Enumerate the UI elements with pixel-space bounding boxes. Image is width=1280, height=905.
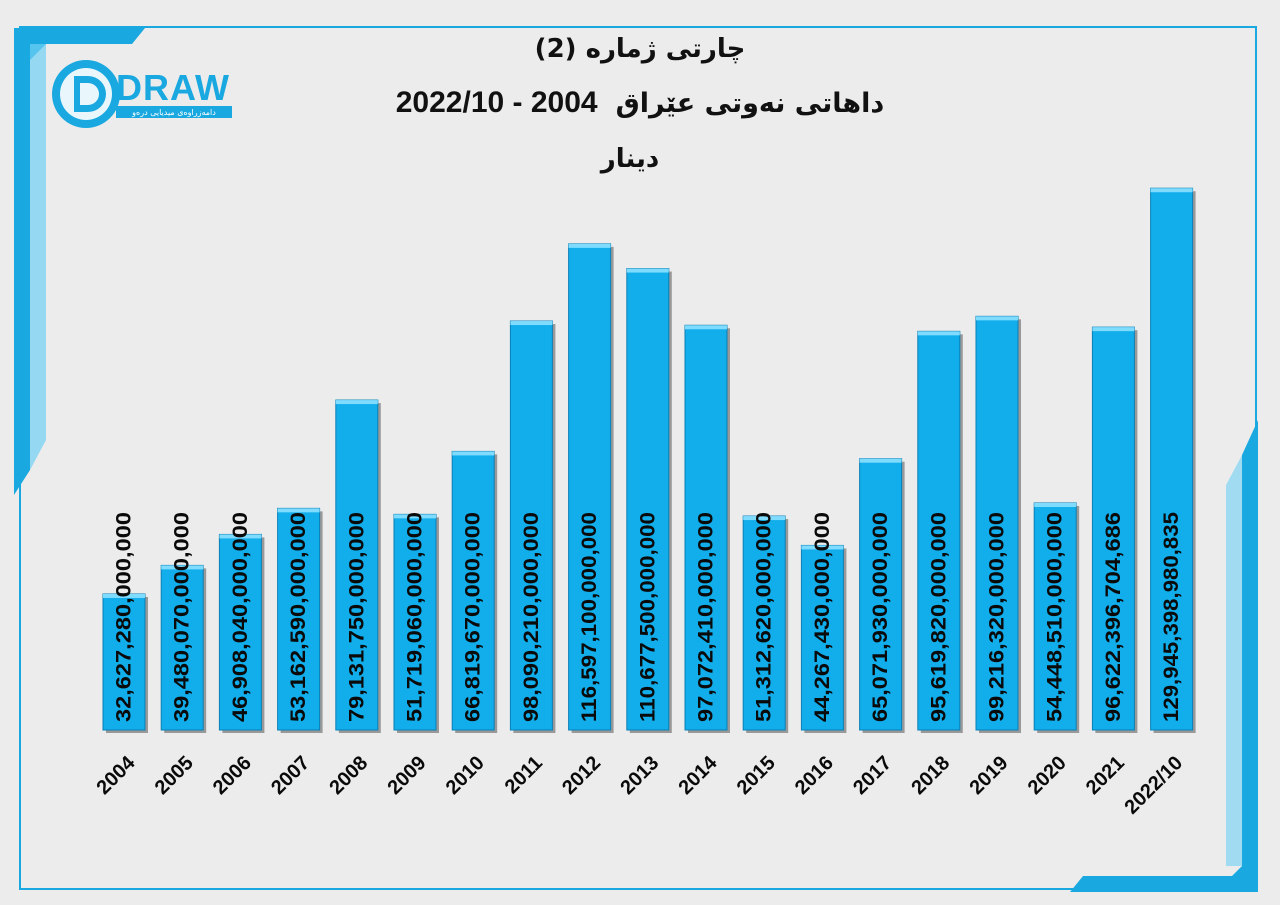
bar-highlight-2011 — [510, 321, 553, 326]
value-label-2014: 97,072,410,000,000 — [695, 512, 718, 722]
bar-highlight-2019 — [976, 316, 1018, 321]
bar-2006 — [218, 533, 262, 731]
bar-2019 — [975, 315, 1019, 731]
bar-2018 — [917, 330, 961, 731]
x-tick-label-2016: 2016 — [791, 752, 838, 799]
chart-subtitle: داهاتی نەوتی عێراق 2022/10 - 2004 — [300, 86, 980, 120]
value-label-2020: 54,448,510,000,000 — [1044, 512, 1067, 722]
bar-2022/10 — [1150, 187, 1194, 731]
x-tick-label-2007: 2007 — [267, 752, 314, 799]
x-tick-label-2004: 2004 — [93, 751, 141, 799]
x-tick-label-2020: 2020 — [1024, 752, 1071, 799]
bar-highlight-2007 — [277, 508, 320, 513]
bar-highlight-2021 — [1092, 327, 1135, 332]
bar-highlight-2005 — [161, 565, 204, 570]
value-label-2022/10: 129,945,398,980,835 — [1160, 512, 1183, 722]
value-label-2018: 95,619,820,000,000 — [927, 512, 950, 722]
bar-2007 — [277, 507, 321, 731]
value-label-2019: 99,216,320,000,000 — [986, 512, 1009, 722]
value-label-2008: 79,131,750,000,000 — [345, 512, 368, 722]
value-label-2016: 44,267,430,000,000 — [811, 512, 834, 722]
x-tick-label-2022/10: 2022/10 — [1120, 752, 1187, 819]
x-tick-label-2005: 2005 — [151, 752, 198, 799]
bar-highlight-2018 — [917, 331, 960, 336]
x-tick-label-2012: 2012 — [558, 752, 605, 799]
bar-highlight-2010 — [452, 451, 495, 456]
bar-2014 — [684, 324, 728, 731]
bar-2011 — [509, 320, 553, 731]
bar-highlight-2014 — [685, 325, 727, 330]
bar-2020 — [1033, 502, 1077, 731]
value-label-2005: 39,480,070,000,000 — [171, 512, 194, 722]
chart-unit: دینار — [600, 144, 660, 174]
x-tick-label-2010: 2010 — [442, 752, 489, 799]
bar-2005 — [160, 564, 204, 731]
bar-highlight-2012 — [568, 243, 611, 248]
value-label-2004: 32,627,280,000,000 — [113, 512, 136, 722]
bar-2012 — [568, 243, 612, 731]
bar-2010 — [451, 450, 495, 731]
x-tick-label-2014: 2014 — [675, 751, 723, 799]
value-label-2017: 65,071,930,000,000 — [869, 512, 892, 722]
x-tick-label-2006: 2006 — [209, 752, 256, 799]
subtitle-text: داهاتی نەوتی عێراق — [615, 88, 885, 119]
logo-tagline: دامەزراوەی میدیایی درەو — [131, 108, 216, 117]
value-label-2007: 53,162,590,000,000 — [287, 512, 310, 722]
bar-highlight-2004 — [103, 593, 145, 598]
subtitle-years: 2022/10 - 2004 — [395, 86, 598, 119]
x-tick-label-2011: 2011 — [501, 752, 547, 798]
bar-2017 — [859, 458, 903, 731]
value-label-2009: 51,719,060,000,000 — [404, 512, 427, 722]
value-label-2013: 110,677,500,000,000 — [636, 512, 659, 722]
bar-highlight-2015 — [743, 516, 786, 521]
x-tick-label-2015: 2015 — [733, 752, 780, 799]
bar-2016 — [800, 544, 844, 731]
draw-logo: DRAW دامەزراوەی میدیایی درەو — [52, 60, 232, 128]
bar-2009 — [393, 513, 437, 731]
bar-highlight-2008 — [335, 400, 378, 405]
bar-highlight-2013 — [626, 268, 669, 273]
bar-highlight-2016 — [801, 545, 844, 550]
x-tick-label-2021: 2021 — [1082, 752, 1129, 799]
value-label-2021: 96,622,396,704,686 — [1102, 512, 1125, 722]
bar-highlight-2022/10 — [1150, 188, 1193, 193]
bar-highlight-2017 — [859, 458, 902, 463]
x-tick-label-2018: 2018 — [907, 752, 954, 799]
logo-wordmark: DRAW — [116, 67, 230, 108]
bar-highlight-2009 — [394, 514, 436, 519]
bar-highlight-2006 — [219, 534, 262, 539]
x-tick-label-2008: 2008 — [325, 752, 372, 799]
chart-title: چارتی ژمارە (2) — [534, 34, 746, 64]
value-label-2006: 46,908,040,000,000 — [229, 512, 252, 722]
value-label-2011: 98,090,210,000,000 — [520, 512, 543, 722]
bar-2015 — [742, 515, 786, 731]
x-tick-label-2009: 2009 — [384, 752, 431, 799]
bar-2013 — [626, 268, 670, 731]
value-label-2015: 51,312,620,000,000 — [753, 512, 776, 722]
value-label-2012: 116,597,100,000,000 — [578, 512, 601, 722]
value-label-2010: 66,819,670,000,000 — [462, 512, 485, 722]
bar-highlight-2020 — [1034, 502, 1077, 507]
x-tick-label-2019: 2019 — [966, 752, 1013, 799]
x-tick-label-2017: 2017 — [849, 752, 896, 799]
x-tick-label-2013: 2013 — [616, 752, 663, 799]
